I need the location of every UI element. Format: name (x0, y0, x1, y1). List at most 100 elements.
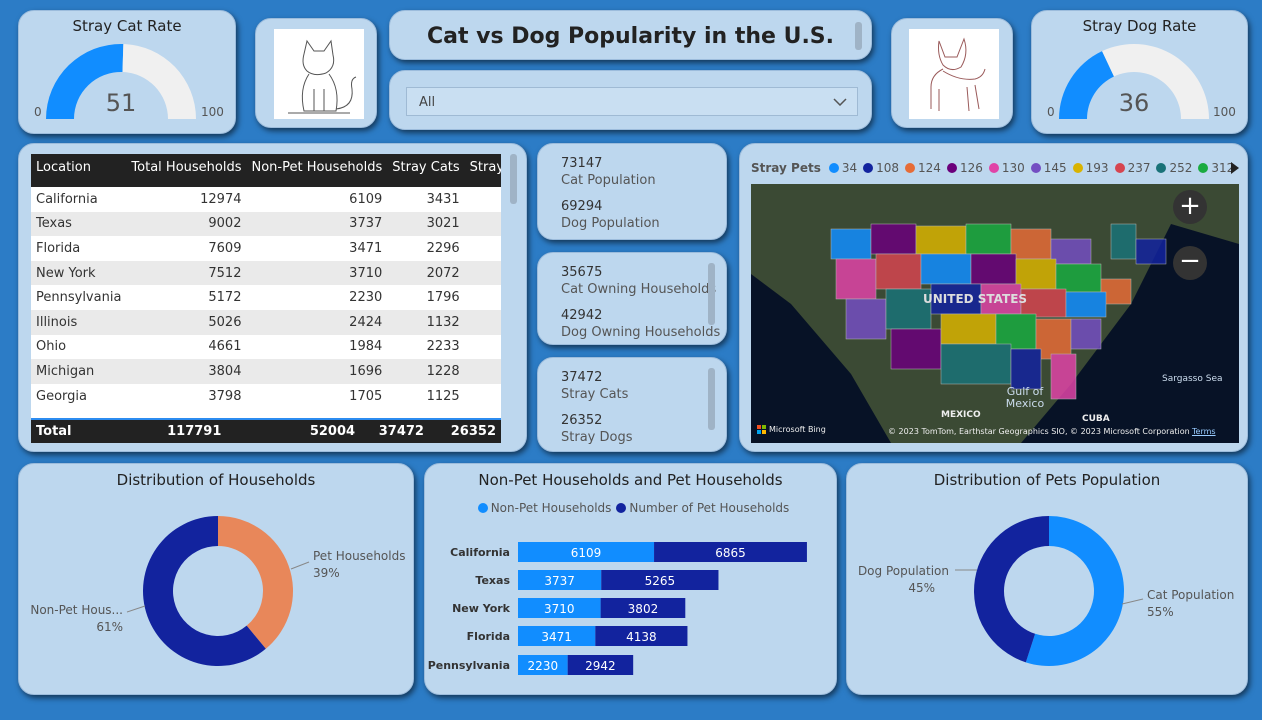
kpi-scrollbar[interactable] (708, 368, 715, 430)
state-shape[interactable] (965, 223, 1012, 255)
table-row[interactable]: Pennsylvania517222301796783 (31, 285, 501, 310)
bar-segment[interactable] (518, 570, 602, 590)
households-bar-card: Non-Pet Households and Pet Households No… (424, 463, 837, 695)
column-header[interactable]: Location (31, 154, 127, 187)
gauge-value: 36 (1118, 89, 1150, 117)
stray-cat-gauge (46, 44, 197, 120)
bar-segment[interactable] (518, 598, 601, 618)
households-donut-card: Distribution of Households Pet Household… (18, 463, 414, 695)
state-shape[interactable] (970, 253, 1017, 285)
bar-segment[interactable] (567, 655, 634, 675)
state-shape[interactable] (835, 258, 877, 300)
state-shape[interactable] (870, 223, 917, 255)
bar-segment[interactable] (595, 626, 688, 646)
state-shape[interactable] (940, 313, 997, 345)
table-cell: 1132 (387, 309, 465, 335)
column-header[interactable]: Stray Cats (387, 154, 465, 187)
state-shape[interactable] (1010, 228, 1052, 260)
donut-slice[interactable] (1025, 516, 1124, 666)
state-shape[interactable] (940, 343, 1012, 385)
state-shape[interactable] (920, 253, 972, 285)
column-header[interactable]: Non-Pet Households (246, 154, 388, 187)
state-shape[interactable] (1015, 258, 1057, 290)
location-filter-dropdown[interactable]: All (406, 87, 858, 116)
gauge-fill (46, 44, 124, 120)
bar-value-label: 5265 (645, 574, 676, 588)
slice-percent: 61% (96, 620, 123, 634)
kpi-value: 26352 (561, 413, 603, 428)
table-cell: 2424 (246, 309, 388, 335)
state-shape[interactable] (1020, 288, 1067, 318)
table-row[interactable]: Georgia379817051125957 (31, 383, 501, 409)
bar-segment[interactable] (518, 655, 568, 675)
bar-value-label: 3802 (628, 602, 659, 616)
slice-label: Cat Population (1147, 588, 1234, 602)
donut-slice[interactable] (974, 516, 1049, 663)
map-terms-link[interactable]: Terms (1192, 427, 1216, 436)
table-row[interactable]: Texas9002373730213203 (31, 211, 501, 237)
state-shape[interactable] (875, 253, 922, 290)
state-shape[interactable] (915, 225, 967, 255)
legend-title: Stray Pets (751, 161, 821, 175)
slice-percent: 55% (1147, 605, 1174, 619)
state-shape[interactable] (1135, 238, 1167, 265)
kpi-scrollbar[interactable] (708, 263, 715, 325)
legend-label: 130 (1001, 161, 1025, 175)
bar-segment[interactable] (601, 570, 719, 590)
microsoft-logo-icon (757, 425, 766, 434)
gauge-track (1102, 44, 1209, 120)
kpi-value: 69294 (561, 199, 603, 214)
state-shape[interactable] (830, 228, 872, 260)
cat-sketch-icon (288, 39, 357, 114)
legend-label: 108 (876, 161, 900, 175)
table-row[interactable]: Ohio4661198422331022 (31, 334, 501, 360)
table-cell: 3471 (246, 236, 388, 261)
table-row[interactable]: California12974610934312427 (31, 187, 501, 212)
state-shape[interactable] (1055, 263, 1102, 293)
table-scrollbar[interactable] (510, 154, 517, 204)
table-row[interactable]: New York751237102072877 (31, 260, 501, 286)
total-cell: 52004 (226, 418, 361, 443)
table-cell: Pennsylvania (31, 285, 127, 310)
bar-segment[interactable] (600, 598, 686, 618)
state-shape[interactable] (1070, 318, 1102, 350)
bar-segment[interactable] (518, 626, 596, 646)
column-header[interactable]: Stray Dogs (464, 154, 501, 187)
bar-segment[interactable] (518, 542, 655, 562)
kpi-label: Dog Population (561, 216, 660, 231)
state-shape[interactable] (1050, 238, 1092, 265)
map[interactable]: UNITED STATES Gulf of Mexico MEXICO CUBA… (751, 184, 1239, 443)
table-cell: Illinois (31, 309, 127, 335)
legend-label: Non-Pet Households (490, 501, 612, 515)
table-row[interactable]: Florida7609347122961492 (31, 236, 501, 261)
table-row[interactable]: Illinois502624241132738 (31, 309, 501, 335)
state-shape[interactable] (1110, 223, 1137, 260)
zoom-in-button[interactable]: + (1173, 190, 1207, 224)
table-row[interactable]: Michigan380416961228718 (31, 359, 501, 384)
kpi-label: Dog Owning Households (561, 325, 721, 340)
state-shape[interactable] (1065, 291, 1107, 318)
state-shape[interactable] (890, 328, 942, 370)
kpi-label: Stray Dogs (561, 430, 633, 445)
state-shape[interactable] (1010, 348, 1042, 390)
title-scrollbar[interactable] (855, 22, 862, 50)
dropdown-value: All (419, 95, 436, 110)
column-header[interactable]: Total Households (126, 154, 247, 187)
legend-dot (863, 163, 874, 173)
donut-slice[interactable] (143, 516, 266, 666)
state-shape[interactable] (1050, 353, 1077, 400)
legend-label: 193 (1085, 161, 1109, 175)
bar-segment[interactable] (654, 542, 807, 562)
bar-legend: Non-Pet Households Number of Pet Househo… (425, 501, 836, 515)
donut-slice[interactable] (218, 516, 293, 649)
kpi-label: Cat Population (561, 173, 656, 188)
state-shape[interactable] (1035, 318, 1072, 360)
zoom-out-button[interactable]: − (1173, 246, 1207, 280)
state-shape[interactable] (845, 298, 887, 340)
legend-dot (1198, 163, 1209, 173)
bar-value-label: 4138 (626, 630, 657, 644)
legend-next-icon[interactable] (1230, 162, 1240, 174)
table-cell: 4661 (126, 334, 247, 360)
stray-dog-gauge (1059, 44, 1209, 120)
kpi-card: 35675 Cat Owning Households 42942 Dog Ownin… (537, 252, 727, 345)
